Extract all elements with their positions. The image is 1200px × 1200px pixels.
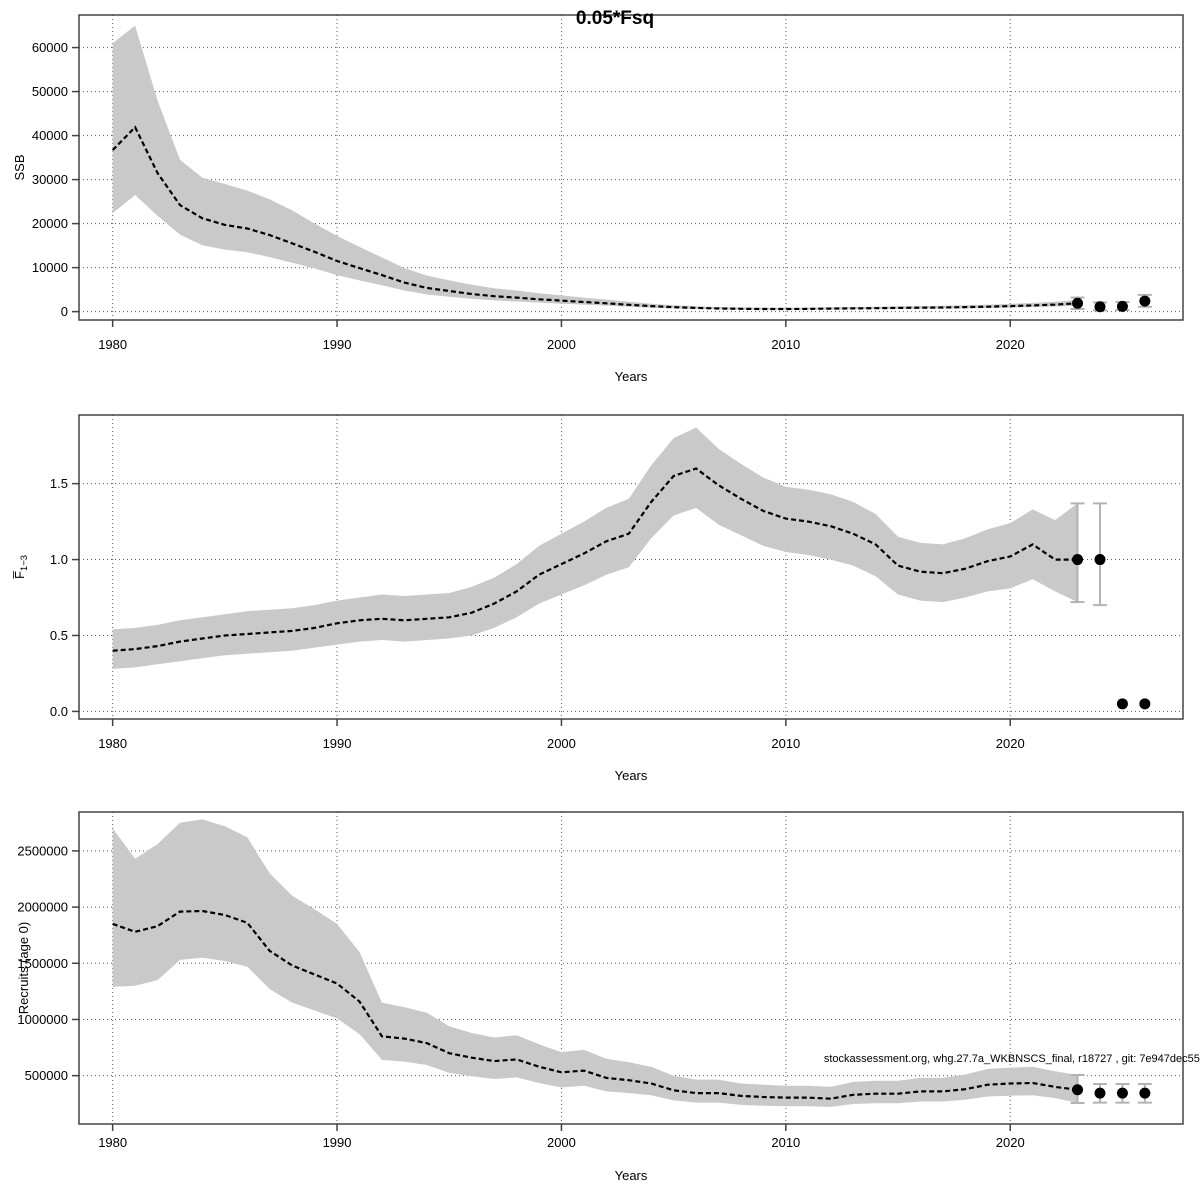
recruits-plot-box — [78, 811, 1184, 1125]
recruits-y-tick-label: 2500000 — [17, 843, 68, 858]
fbar-forecast-dot — [1094, 554, 1106, 566]
chart-title: 0.05*Fsq — [576, 8, 654, 29]
fbar-error-bar — [1070, 502, 1085, 604]
ssb-forecast-dot — [1139, 295, 1151, 307]
fbar-x-tick-label: 1990 — [323, 736, 352, 751]
ssb-panel: 1980 1990 2000 2010 2020 0 10000 20000 30000 4000… — [12, 14, 1184, 384]
fbar-y-axis-title: F̅1−3 — [12, 555, 30, 579]
recruits-confidence-band — [112, 819, 1078, 1107]
ssb-y-tick-label: 60000 — [32, 40, 68, 55]
ssb-median-line — [111, 125, 1078, 311]
recruits-y-tick-label: 500000 — [25, 1068, 68, 1083]
fbar-y-tick-label: 0.0 — [50, 704, 68, 719]
ssb-y-tick-label: 40000 — [32, 128, 68, 143]
ssb-x-tick-label: 2020 — [996, 337, 1025, 352]
fbar-confidence-band — [112, 427, 1078, 669]
ssb-forecast-dot — [1094, 301, 1106, 313]
recruits-y-tick-label: 2000000 — [17, 900, 68, 915]
fbar-median-line — [112, 467, 1078, 652]
ssb-x-tick-label: 1990 — [323, 337, 352, 352]
watermark-text: stockassessment.org, whg.27.7a_WKBNSCS_f… — [824, 1053, 1200, 1065]
ssb-y-tick-label: 30000 — [32, 172, 68, 187]
recruits-x-tick-label: 1990 — [323, 1135, 352, 1150]
fbar-x-tick-label: 2010 — [771, 736, 800, 751]
ssb-y-tick-label: 10000 — [32, 260, 68, 275]
recruits-y-tick-label: 1000000 — [17, 1012, 68, 1027]
ssb-x-tick-label: 2010 — [771, 337, 800, 352]
fbar-forecast-dot — [1116, 698, 1128, 710]
recruits-panel: 1980 1990 2000 2010 2020 500000 1000000 1500000… — [16, 811, 1184, 1183]
recruits-x-tick-label: 1980 — [98, 1135, 127, 1150]
recruits-x-tick-label: 2000 — [547, 1135, 576, 1150]
fbar-forecast-dot — [1139, 698, 1151, 710]
ssb-x-tick-label: 2000 — [547, 337, 576, 352]
fbar-x-tick-label: 1980 — [98, 736, 127, 751]
fbar-y-tick-label: 1.5 — [50, 476, 68, 491]
ssb-y-tick-label: 50000 — [32, 84, 68, 99]
chart-panels: 1980 1990 2000 2010 2020 0 10000 20000 30000 4000… — [12, 14, 1184, 1183]
recruits-x-tick-label: 2020 — [996, 1135, 1025, 1150]
recruits-median-line — [112, 909, 1078, 1100]
fbar-plot-box — [78, 414, 1184, 720]
ssb-forecast-dot — [1072, 297, 1084, 309]
ssb-confidence-band — [112, 25, 1078, 310]
fbar-x-tick-label: 2020 — [996, 736, 1025, 751]
recruits-forecast-dot — [1072, 1084, 1084, 1096]
ssb-forecast-dot — [1116, 300, 1128, 312]
fbar-y-tick-label: 1.0 — [50, 552, 68, 567]
recruits-y-axis-title: Recruits (age 0) — [16, 922, 31, 1014]
ssb-x-tick-label: 1980 — [98, 337, 127, 352]
recruits-forecast-dot — [1094, 1087, 1106, 1099]
recruits-x-tick-label: 2010 — [771, 1135, 800, 1150]
recruits-x-axis-title: Years — [615, 1168, 648, 1183]
recruits-forecast-dot — [1139, 1087, 1151, 1099]
ssb-x-axis-title: Years — [615, 369, 648, 384]
fbar-forecast-dot — [1072, 554, 1084, 566]
fbar-panel: 1980 1990 2000 2010 2020 0.0 0.5 1.0 1.5 Years F̅1… — [12, 414, 1184, 783]
ssb-plot-box — [78, 14, 1184, 321]
fbar-x-axis-title: Years — [615, 768, 648, 783]
recruits-forecast-dot — [1116, 1087, 1128, 1099]
fbar-x-tick-label: 2000 — [547, 736, 576, 751]
recruits-y-tick-label: 1500000 — [17, 956, 68, 971]
ssb-y-tick-label: 0 — [61, 304, 68, 319]
ssb-y-axis-title: SSB — [12, 154, 27, 180]
ssb-y-tick-label: 20000 — [32, 216, 68, 231]
fbar-y-tick-label: 0.5 — [50, 628, 68, 643]
